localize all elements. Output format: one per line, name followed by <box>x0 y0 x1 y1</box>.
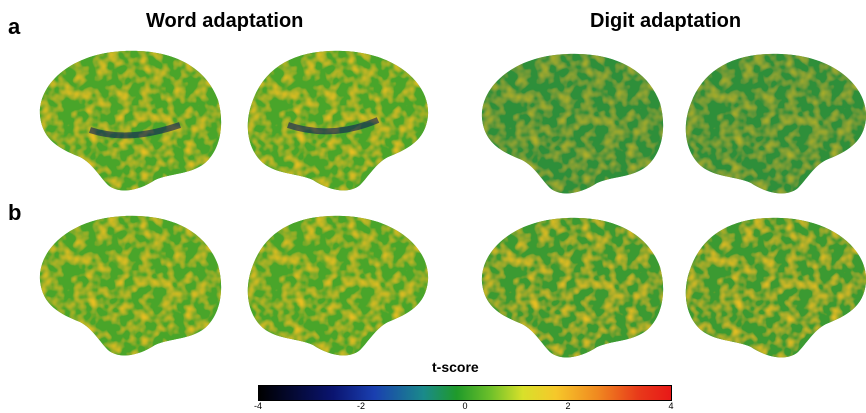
colorbar-title: t-score <box>432 359 479 375</box>
colorbar-tick: 4 <box>668 401 674 411</box>
brain-word-lh-a <box>39 50 222 191</box>
brain-digit-rh-a <box>685 53 866 194</box>
brain-digit-lh-a <box>481 53 664 194</box>
word-adaptation-title: Word adaptation <box>146 10 304 32</box>
digit-adaptation-title: Digit adaptation <box>590 10 742 32</box>
brain-word-rh-a <box>247 50 429 191</box>
brain-word-rh-b <box>247 215 429 356</box>
brain-digit-lh-b <box>481 217 664 358</box>
colorbar-tick: 2 <box>565 401 571 411</box>
panel-label-b: b <box>8 200 22 225</box>
brain-word-lh-b <box>39 215 222 356</box>
panel-label-a: a <box>8 14 21 39</box>
colorbar-tick: -4 <box>253 401 263 411</box>
colorbar-tick: -2 <box>356 401 366 411</box>
colorbar <box>258 385 672 401</box>
colorbar-tick: 0 <box>462 401 468 411</box>
brain-digit-rh-b <box>685 217 866 358</box>
